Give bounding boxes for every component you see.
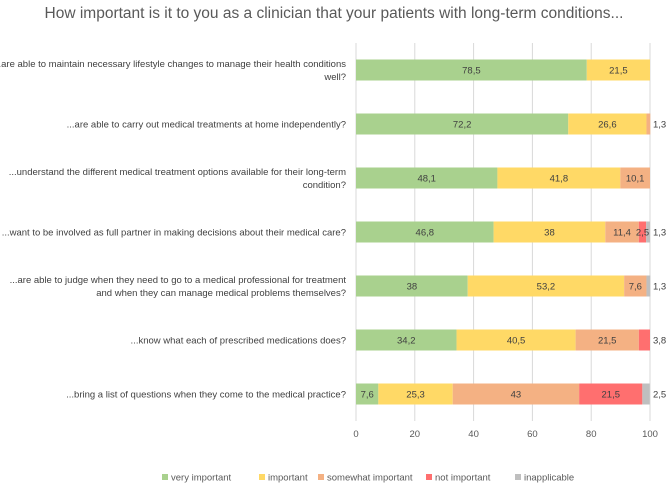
x-tick-label: 80 (586, 429, 597, 440)
bar-segment (452, 383, 580, 405)
legend-swatch (162, 474, 168, 480)
bar-segment (575, 329, 639, 351)
x-tick-label: 40 (468, 429, 479, 440)
legend-label: not important (435, 473, 491, 484)
data-label: 72,2 (453, 120, 472, 131)
x-axis-ticks: 0 20 40 60 80 100 (353, 429, 658, 440)
data-label: 3,8 (653, 336, 666, 347)
category-label: ...are able to maintain necessary lifest… (0, 59, 346, 70)
data-label: 40,5 (507, 336, 526, 347)
data-label: 43 (511, 390, 522, 401)
bar-segment (356, 167, 498, 189)
legend: very important important somewhat importan… (162, 473, 574, 484)
category-label: ...are able to carry out medical treatme… (67, 120, 346, 131)
bar-segment (356, 329, 457, 351)
bar-segment (638, 329, 650, 351)
x-tick-label: 60 (527, 429, 538, 440)
bar-segment (646, 113, 651, 135)
legend-swatch (426, 474, 432, 480)
category-label: ...bring a list of questions when they c… (66, 390, 346, 401)
bar-segment (624, 275, 647, 297)
data-label: 41,8 (550, 174, 569, 185)
category-labels: ...are able to maintain necessary lifest… (0, 59, 346, 401)
data-label: 34,2 (397, 336, 416, 347)
bar-segment (456, 329, 576, 351)
chart-title: How important is it to you as a clinicia… (45, 5, 624, 22)
bar-segment (586, 59, 650, 81)
bar-segment (356, 221, 494, 243)
bars: 78,5 21,5 72,2 26,6 1,3 48,1 41,8 10,1 46,8 38 11,… (356, 59, 666, 405)
bar-segment (620, 167, 650, 189)
legend-label: important (268, 473, 308, 484)
category-label: condition? (303, 180, 346, 191)
legend-label: somewhat important (327, 473, 413, 484)
category-label: ...are able to judge when they need to g… (10, 275, 347, 286)
bar-segment (568, 113, 647, 135)
data-label: 11,4 (613, 228, 631, 239)
data-label: 7,6 (361, 390, 374, 401)
legend-swatch (318, 474, 324, 480)
data-label: 7,6 (629, 282, 642, 293)
data-label: 38 (407, 282, 418, 293)
data-label: 21,5 (602, 390, 621, 401)
category-label: ...know what each of prescribed medicati… (131, 336, 346, 347)
data-label: 2,5 (653, 390, 666, 401)
category-label: ...want to be involved as full partner i… (2, 228, 346, 239)
data-label: 1,3 (653, 228, 666, 239)
bar-segment (646, 221, 650, 243)
data-label: 53,2 (537, 282, 556, 293)
data-label: 1,3 (653, 120, 666, 131)
bar-segment (497, 167, 621, 189)
data-label: 2,5 (636, 228, 649, 239)
data-label: 46,8 (416, 228, 435, 239)
bar-segment (605, 221, 639, 243)
bar-segment (493, 221, 606, 243)
legend-label: inapplicable (524, 473, 574, 484)
x-tick-label: 20 (410, 429, 421, 440)
data-label: 1,3 (653, 282, 666, 293)
bar-segment (356, 59, 587, 81)
bar-segment (638, 221, 647, 243)
legend-swatch (259, 474, 265, 480)
bar-segment (378, 383, 453, 405)
data-label: 78,5 (462, 66, 481, 77)
bar-segment (467, 275, 625, 297)
bar-segment (356, 275, 468, 297)
bar-segment (356, 383, 379, 405)
data-label: 26,6 (598, 120, 617, 131)
bar-segment (579, 383, 643, 405)
category-label: ...understand the different medical trea… (9, 167, 346, 178)
data-label: 38 (544, 228, 555, 239)
x-tick-label: 100 (642, 429, 658, 440)
bar-segment (646, 275, 651, 297)
bar-segment (356, 113, 569, 135)
legend-label: very important (171, 473, 232, 484)
x-tick-label: 0 (353, 429, 358, 440)
data-label: 21,5 (609, 66, 628, 77)
data-label: 10,1 (626, 174, 645, 185)
category-label: and when they can manage medical problem… (96, 288, 346, 299)
data-label: 48,1 (417, 174, 436, 185)
bar-segment (642, 383, 650, 405)
data-label: 25,3 (406, 390, 425, 401)
legend-swatch (515, 474, 521, 480)
category-label: well? (323, 72, 346, 83)
data-label: 21,5 (598, 336, 617, 347)
